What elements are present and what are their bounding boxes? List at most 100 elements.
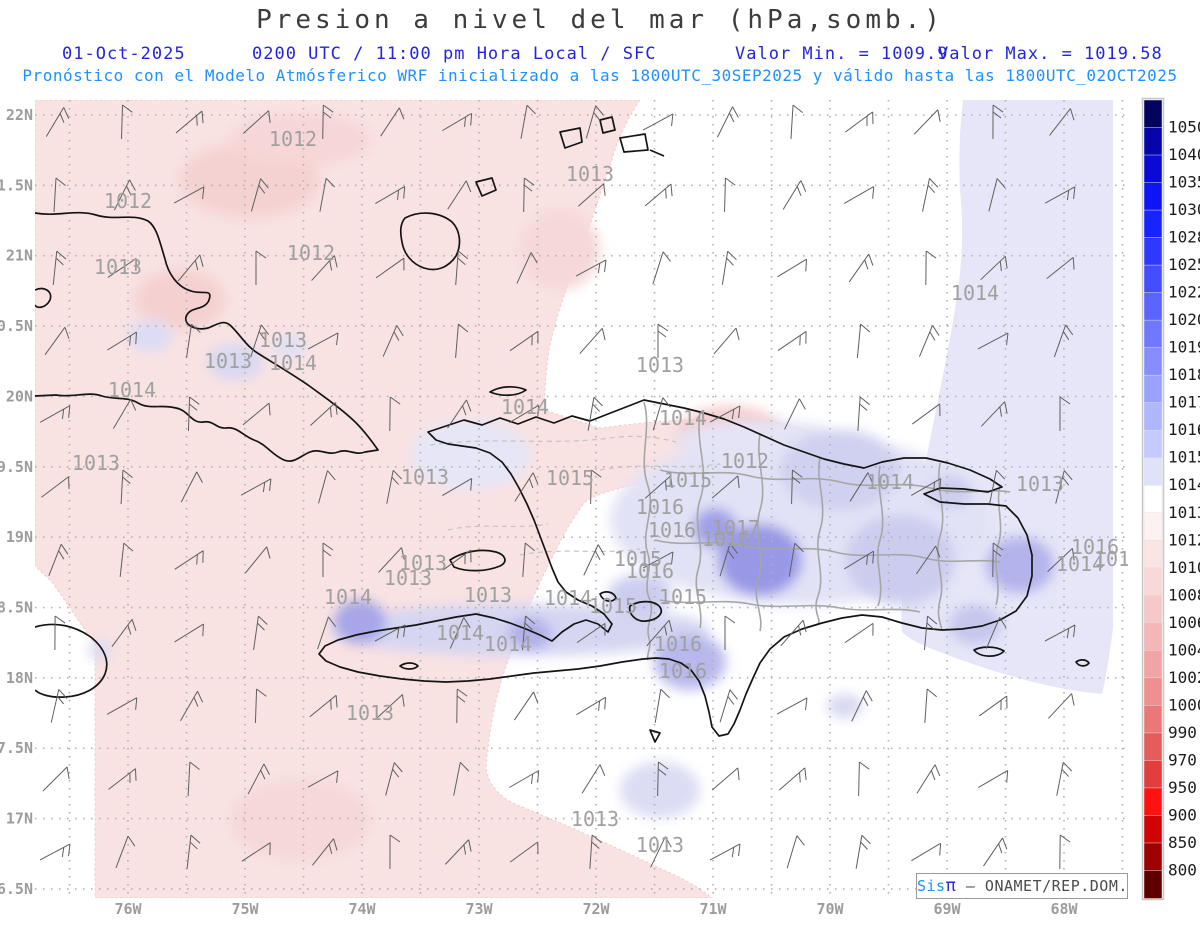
wind-barb xyxy=(186,834,201,869)
valid-time-label: 0200 UTC / 11:00 pm Hora Local / SFC xyxy=(252,44,657,64)
wind-barb xyxy=(911,842,942,862)
province-border xyxy=(654,539,1001,563)
wind-barb xyxy=(322,104,334,140)
wind-barb xyxy=(585,105,604,139)
wind-barb xyxy=(780,619,807,647)
contour-label: 1013 xyxy=(204,349,252,373)
wind-barb xyxy=(777,331,807,351)
wind-barb xyxy=(644,475,673,499)
coastline xyxy=(449,549,506,572)
colorbar-segment xyxy=(1143,732,1163,762)
colorbar-segment xyxy=(1143,429,1163,459)
colorbar-segment xyxy=(1143,815,1163,844)
wind-barb xyxy=(111,619,137,647)
wind-barb xyxy=(1044,186,1076,204)
wind-barb xyxy=(581,764,606,794)
wind-barb xyxy=(911,478,942,496)
wind-barb xyxy=(577,183,606,207)
wind-barb xyxy=(992,104,1004,140)
contour-label: 1014 xyxy=(1056,552,1104,576)
wind-barb xyxy=(375,185,406,205)
contour-label: 1014 xyxy=(108,378,156,402)
contour-label: 1013 xyxy=(346,701,394,725)
wind-barb xyxy=(317,616,337,650)
contour-label: 1012 xyxy=(721,449,769,473)
wind-barb xyxy=(911,403,941,425)
wind-barb xyxy=(790,104,803,139)
wind-barb xyxy=(318,470,336,504)
contour-label: 1014 xyxy=(269,351,317,375)
wind-barb xyxy=(576,622,606,644)
colorbar-tick-label: 1000 xyxy=(1168,695,1200,714)
wind-barb xyxy=(107,331,137,351)
wind-barb xyxy=(590,469,602,505)
min-value-label: Valor Min. = 1009.9 xyxy=(735,44,949,64)
coastline xyxy=(649,729,661,743)
wind-barb xyxy=(42,766,70,792)
colorbar-tick-label: 1010 xyxy=(1168,558,1200,577)
wind-barb xyxy=(309,694,338,718)
wind-barb xyxy=(509,841,539,863)
colorbar-segment xyxy=(1143,677,1163,707)
colorbar-tick-label: 1028 xyxy=(1168,228,1200,247)
wind-barb xyxy=(719,543,738,577)
wind-barb xyxy=(724,615,736,651)
contour-label: 1014 xyxy=(951,281,999,305)
colorbar-segment xyxy=(1143,567,1163,597)
contour-label: 1013 xyxy=(384,566,432,590)
wind-barb xyxy=(115,835,136,869)
wind-barb xyxy=(509,330,539,352)
lon-axis-label: 68W xyxy=(1050,900,1078,918)
wind-barb xyxy=(1049,108,1075,136)
wind-barb xyxy=(858,761,870,797)
wind-barb xyxy=(522,542,536,577)
wind-barb xyxy=(985,617,1007,649)
wind-barb xyxy=(988,178,1006,212)
wind-barb xyxy=(455,323,469,358)
date-label: 01-Oct-2025 xyxy=(62,44,186,64)
colorbar-segment xyxy=(1143,650,1163,679)
wind-barb xyxy=(254,688,267,724)
wind-barb xyxy=(713,327,740,355)
colorbar-segment xyxy=(1143,870,1163,899)
wind-barb xyxy=(174,550,204,570)
coastline xyxy=(649,149,665,157)
province-border xyxy=(659,599,921,613)
province-border xyxy=(695,412,705,629)
wind-barb xyxy=(319,177,336,212)
contour-label: 1012 xyxy=(269,127,317,151)
colorbar-tick-label: 1006 xyxy=(1168,613,1200,632)
colorbar-segment xyxy=(1143,264,1163,294)
coastline xyxy=(619,133,649,153)
wind-barb xyxy=(923,615,938,650)
wind-barb xyxy=(41,476,70,498)
wind-barb xyxy=(1056,761,1073,796)
colorbar-segment xyxy=(1143,842,1163,872)
pressure-contour-dashed xyxy=(599,463,721,471)
pressure-blob xyxy=(207,344,263,380)
contour-label: 1016 xyxy=(1071,535,1119,559)
colorbar-segment xyxy=(1143,760,1163,789)
pressure-blob xyxy=(780,430,900,510)
wind-barb xyxy=(916,764,941,794)
wind-barb xyxy=(786,835,805,869)
wind-barb xyxy=(310,402,338,426)
wind-barb xyxy=(378,547,405,573)
pressure-contour-dashed xyxy=(429,435,677,446)
wind-barb xyxy=(250,178,269,212)
wind-barb xyxy=(48,543,69,577)
pressure-blob xyxy=(654,634,726,690)
contour-label: 1014 xyxy=(436,621,484,645)
graticule xyxy=(35,100,1128,898)
pressure-blob xyxy=(693,508,737,548)
coastline xyxy=(489,386,527,396)
province-border xyxy=(877,465,884,607)
contour-label: 1013 xyxy=(636,353,684,377)
wind-barb xyxy=(1059,834,1071,870)
wind-barb xyxy=(106,697,138,715)
colorbar-tick-label: 850 xyxy=(1168,833,1197,852)
lat-axis-label: 1.5N xyxy=(0,176,33,194)
colorbar-tick-label: 1002 xyxy=(1168,668,1200,687)
wind-barb xyxy=(453,761,470,796)
wind-barb xyxy=(776,697,808,715)
